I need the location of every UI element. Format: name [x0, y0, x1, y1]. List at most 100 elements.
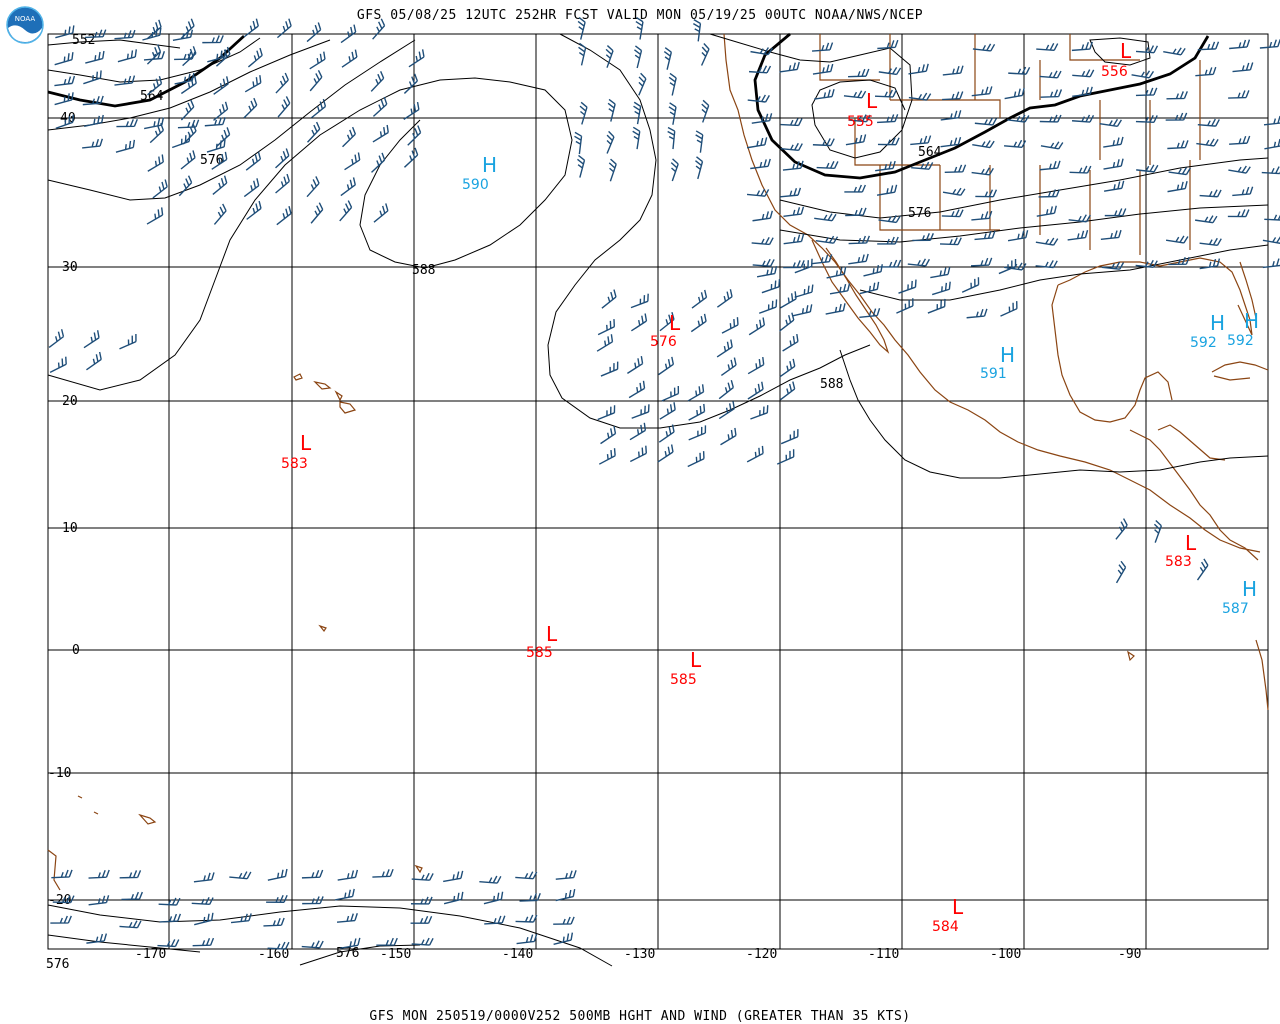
wind-barb: [577, 154, 586, 178]
wind-barb: [180, 75, 197, 95]
wind-barb: [553, 916, 575, 925]
wind-barb: [848, 235, 871, 245]
wind-barb: [309, 70, 323, 92]
wind-barb: [658, 424, 675, 443]
wind-barb: [116, 119, 138, 128]
wind-barb: [340, 24, 357, 44]
wind-barb: [779, 61, 800, 73]
wind-barb: [88, 869, 110, 879]
map-title: GFS 05/08/25 12UTC 252HR FCST VALID MON …: [356, 8, 924, 23]
wind-barb: [1039, 114, 1062, 123]
wind-barb: [1167, 140, 1189, 150]
wind-barb: [83, 330, 100, 349]
wind-barb: [403, 101, 420, 120]
wind-barb: [848, 253, 869, 265]
wind-barb: [230, 913, 252, 924]
wind-barb: [812, 42, 834, 52]
wind-barb: [1004, 262, 1027, 271]
wind-barb: [779, 312, 795, 332]
wind-barb: [780, 291, 797, 309]
contour-label: 552: [72, 33, 95, 48]
wind-barb: [1264, 212, 1280, 221]
wind-barb: [194, 912, 214, 926]
wind-barb: [942, 65, 964, 76]
wind-barb: [301, 869, 324, 879]
wind-barb: [633, 101, 642, 125]
wind-barb: [908, 63, 929, 75]
wind-barb: [174, 72, 195, 85]
wind-barb: [750, 47, 773, 56]
wind-barb: [716, 339, 733, 358]
wind-barb: [275, 148, 290, 169]
wind-barb: [1007, 230, 1029, 242]
wind-barb: [157, 939, 180, 948]
wind-barb: [484, 915, 506, 925]
wind-barb: [1168, 256, 1190, 266]
low-value: 583: [1165, 554, 1192, 570]
wind-barb: [82, 138, 103, 149]
wind-barb: [182, 46, 197, 67]
wind-barb: [940, 110, 962, 121]
wind-barb: [1232, 186, 1254, 197]
wind-barb: [632, 126, 641, 150]
wind-barb: [598, 448, 616, 465]
wind-barb: [1115, 518, 1128, 540]
lat-label: 30: [62, 260, 78, 275]
wind-barb: [911, 161, 934, 170]
high-value: 587: [1222, 601, 1249, 617]
wind-barb: [845, 207, 867, 217]
wind-barb: [178, 175, 193, 197]
wind-barb: [718, 380, 734, 400]
wind-barb: [85, 29, 107, 39]
wind-barb: [944, 164, 967, 173]
wind-barb: [910, 135, 932, 146]
wind-barb: [1100, 229, 1122, 241]
wind-barb: [606, 130, 615, 154]
wind-barb: [86, 933, 108, 944]
wind-barb: [49, 356, 67, 373]
lat-label: 20: [62, 394, 78, 409]
wind-barb: [172, 29, 194, 42]
wind-barb: [780, 187, 802, 198]
wind-barb: [1168, 167, 1191, 176]
wind-barb: [720, 427, 737, 446]
wind-barb: [874, 89, 897, 98]
wind-barb: [211, 151, 228, 170]
wind-barb: [942, 91, 964, 101]
high-marker: H: [1244, 309, 1259, 333]
wind-barb: [597, 405, 616, 421]
low-value: 576: [650, 334, 677, 350]
wind-barb: [907, 258, 931, 267]
wind-barb: [247, 47, 263, 68]
wind-barb: [688, 403, 706, 421]
lon-label: -160: [258, 947, 289, 962]
wind-barb: [814, 213, 837, 222]
wind-barb: [630, 313, 648, 332]
wind-barb: [658, 356, 675, 376]
wind-barb: [146, 19, 162, 40]
wind-barb: [942, 187, 966, 196]
wind-barb: [859, 308, 881, 318]
wind-barb: [1196, 138, 1219, 147]
lon-label: -140: [502, 947, 533, 962]
wind-barb: [627, 356, 644, 374]
wind-barb: [244, 75, 262, 93]
wind-barb: [1072, 86, 1093, 97]
wind-barb: [344, 152, 361, 171]
wind-barb: [410, 915, 433, 924]
lat-label: 10: [62, 521, 78, 536]
wind-barb: [574, 131, 583, 155]
wind-barb: [844, 184, 866, 193]
wind-barb: [718, 401, 736, 420]
wind-barb: [306, 176, 320, 198]
wind-barb: [117, 49, 138, 63]
wind-barb: [54, 52, 74, 66]
wind-barb: [878, 214, 901, 224]
wind-barb: [1229, 39, 1251, 50]
wind-barb: [811, 254, 833, 265]
wind-barb: [1262, 257, 1280, 269]
wind-barb: [779, 381, 796, 401]
wind-barb: [751, 113, 773, 124]
wind-barb: [336, 913, 358, 923]
wind-barb: [896, 298, 914, 314]
